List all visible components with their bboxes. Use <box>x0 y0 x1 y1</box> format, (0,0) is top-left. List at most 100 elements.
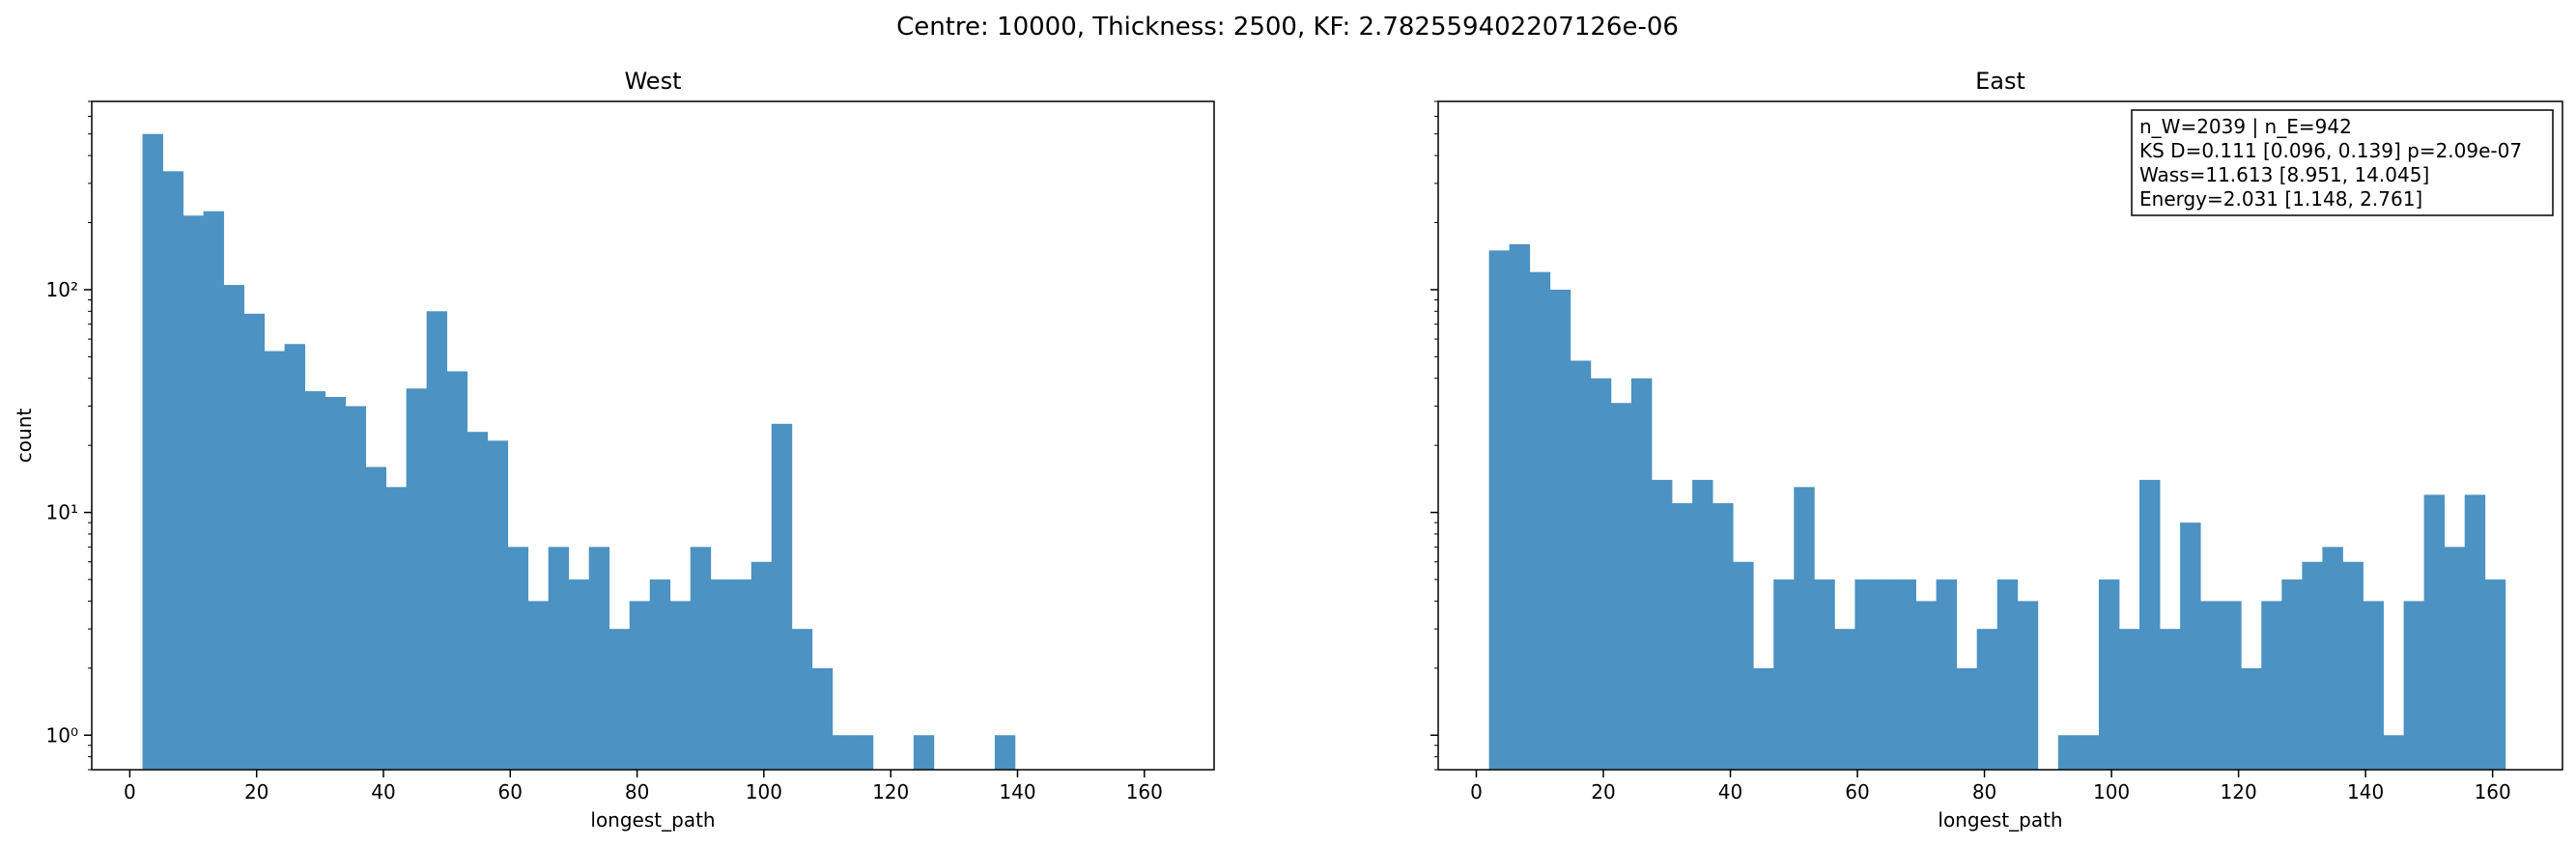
histogram-bar <box>1672 503 1693 770</box>
histogram-bar <box>2281 579 2303 770</box>
histogram-bar <box>649 579 671 770</box>
east-x-axis-label: longest_path <box>1938 808 2062 832</box>
histogram-bar <box>345 406 367 770</box>
west-y-ticks: 10⁰ 10¹ 10² <box>46 100 92 771</box>
x-tick-label: 80 <box>1972 780 1996 804</box>
histogram-bar <box>852 735 874 770</box>
x-tick-label: 80 <box>625 780 649 804</box>
x-tick-label: 160 <box>1126 780 1163 804</box>
histogram-bar <box>2160 629 2181 770</box>
west-y-axis-label: count <box>13 409 36 464</box>
histogram-bar <box>1549 289 1571 770</box>
west-x-axis-label: longest_path <box>590 808 715 832</box>
east-x-ticks: 0 20 40 60 80 100 120 140 160 <box>1470 770 2511 804</box>
x-tick-label: 40 <box>371 780 395 804</box>
histogram-bar <box>811 667 834 770</box>
histogram-bar <box>1651 479 1673 770</box>
figure-suptitle: Centre: 10000, Thickness: 2500, KF: 2.78… <box>896 13 1679 42</box>
histogram-bar <box>2261 601 2282 770</box>
histogram-bar <box>2057 735 2080 770</box>
x-tick-label: 20 <box>244 780 269 804</box>
histogram-bar <box>2403 601 2425 770</box>
histogram-bar <box>1610 403 1632 770</box>
west-x-ticks: 0 20 40 60 80 100 120 140 160 <box>124 770 1163 804</box>
histogram-bar <box>832 735 854 770</box>
east-axes-frame <box>1437 100 2563 771</box>
histogram-bar <box>1854 579 1876 770</box>
x-tick-label: 100 <box>746 780 782 804</box>
histogram-bar <box>487 440 509 770</box>
histogram-bar <box>2017 601 2039 770</box>
histogram-bar <box>446 371 468 770</box>
histogram-bar <box>183 215 204 770</box>
histogram-bar <box>588 547 610 770</box>
stats-box <box>2131 109 2554 216</box>
x-tick-label: 140 <box>999 780 1035 804</box>
histogram-bar <box>2098 579 2120 770</box>
histogram-bar <box>1570 360 1592 770</box>
histogram-bar <box>1794 487 1815 770</box>
histogram-bar <box>2444 547 2466 770</box>
histogram-bar <box>162 171 184 771</box>
histogram-bar <box>2241 667 2262 770</box>
histogram-bar <box>2078 735 2100 770</box>
histogram-bar <box>1875 579 1896 770</box>
panel-east: East 0 20 40 60 80 100 120 140 160 longest_path … <box>1430 68 2563 832</box>
histogram-bar <box>142 133 163 770</box>
histogram-bar <box>568 579 590 770</box>
histogram-bar <box>264 351 285 770</box>
histogram-bar <box>2322 547 2343 770</box>
x-tick-label: 60 <box>1845 780 1869 804</box>
stats-line-wass: Wass=11.613 [8.951, 14.045] <box>2139 163 2429 186</box>
east-stats-annotation: n_W=2039 | n_E=942 KS D=0.111 [0.096, 0.… <box>2131 109 2554 216</box>
histogram-bar <box>2118 629 2140 770</box>
histogram-bar <box>1915 601 1937 770</box>
histogram-bar <box>507 547 529 770</box>
histogram-bar <box>1529 271 1551 770</box>
histogram-bar <box>1630 378 1653 770</box>
histogram-bar <box>791 629 813 770</box>
histogram-bar <box>548 547 570 770</box>
histogram-bar <box>203 211 224 770</box>
histogram-bar <box>690 547 712 770</box>
histogram-bar <box>994 735 1016 770</box>
histogram-bar <box>1488 250 1511 770</box>
stats-line-ks: KS D=0.111 [0.096, 0.139] p=2.09e-07 <box>2139 139 2522 162</box>
histogram-bar <box>365 466 387 770</box>
x-tick-label: 60 <box>498 780 523 804</box>
x-tick-label: 120 <box>872 780 909 804</box>
x-tick-label: 100 <box>2093 780 2130 804</box>
y-tick-label: 10⁰ <box>46 723 78 747</box>
histogram-bar <box>750 561 773 770</box>
y-tick-label: 10¹ <box>46 501 78 524</box>
histogram-bar <box>1956 667 1978 770</box>
histogram-bar <box>2200 601 2222 770</box>
histogram-bar <box>2221 601 2242 770</box>
panel-west: West 0 20 40 60 80 100 120 140 160 10⁰ 10¹ 10² lon… <box>13 68 1215 832</box>
histogram-bar <box>2342 561 2364 770</box>
histogram-bar <box>913 735 935 770</box>
histogram-bar <box>2363 601 2384 770</box>
x-tick-label: 160 <box>2475 780 2511 804</box>
histogram-bar <box>467 432 489 770</box>
histogram-bar <box>2139 479 2161 770</box>
histogram-bar <box>406 388 428 770</box>
histogram-bar <box>2180 522 2201 770</box>
stats-line-counts: n_W=2039 | n_E=942 <box>2139 115 2352 138</box>
histogram-bar <box>1590 378 1612 770</box>
stats-line-energy: Energy=2.031 [1.148, 2.761] <box>2139 187 2422 211</box>
x-tick-label: 20 <box>1591 780 1615 804</box>
histogram-bar <box>771 423 793 770</box>
y-tick-label: 10² <box>46 278 78 301</box>
histogram-bar <box>1936 579 1958 770</box>
histogram-bar <box>1509 243 1531 771</box>
histogram-bar <box>304 391 326 770</box>
histogram-bar <box>243 313 265 770</box>
histogram-bar <box>2302 561 2323 770</box>
histogram-bar <box>1996 579 2019 770</box>
histogram-bar <box>325 397 346 770</box>
histogram-bar <box>1692 479 1713 770</box>
histogram-bar <box>1834 629 1855 770</box>
x-tick-label: 0 <box>124 780 136 804</box>
